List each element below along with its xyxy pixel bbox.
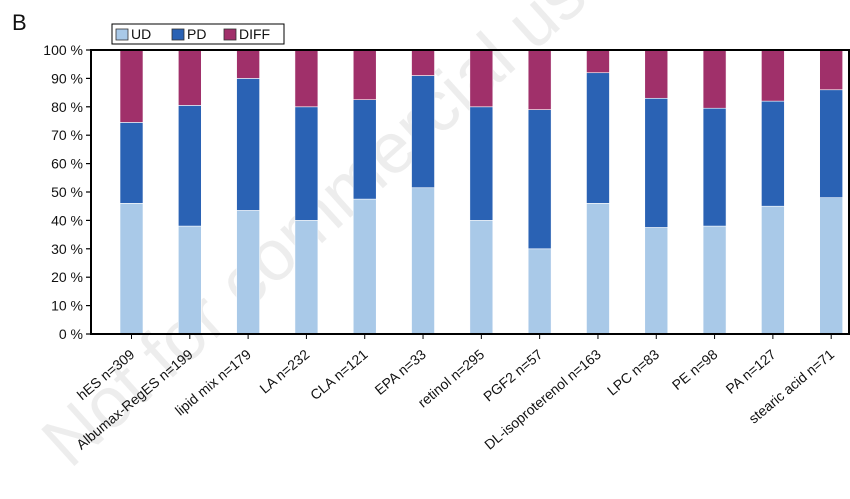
- bar-segment-diff: [178, 49, 202, 106]
- y-tick-label: 50 %: [51, 184, 83, 200]
- y-tick-label: 90 %: [51, 70, 83, 86]
- x-category-label: PE n=98: [669, 346, 721, 393]
- bar-segment-pd: [294, 106, 319, 221]
- y-tick-label: 20 %: [51, 269, 83, 285]
- bar-segment-ud: [119, 203, 144, 335]
- bar-segment-pd: [702, 107, 727, 227]
- x-category-label: CLA n=121: [307, 346, 371, 403]
- bar-segment-diff: [411, 49, 435, 76]
- legend-label-pd: PD: [187, 26, 206, 42]
- y-axis: 0 % 10 % 20 % 30 % 40 % 50 % 60 % 70 % 80 % 90 % 1…: [43, 42, 91, 342]
- bar-segment-ud: [586, 203, 610, 335]
- legend-swatch-diff: [223, 28, 237, 41]
- bar-segment-ud: [469, 220, 494, 335]
- bar-segment-pd: [644, 97, 669, 228]
- bar-segment-pd: [469, 106, 494, 221]
- legend: UD PD DIFF: [111, 23, 285, 45]
- bar-segment-pd: [411, 75, 435, 189]
- y-tick-label: 60 %: [51, 156, 83, 172]
- bar-segment-diff: [644, 49, 669, 99]
- x-category-label: PA n=127: [723, 346, 779, 397]
- bars: [119, 49, 843, 339]
- bar-segment-pd: [761, 100, 785, 207]
- bar-segment-diff: [586, 49, 610, 74]
- bar-segment-pd: [178, 105, 202, 227]
- bar-segment-ud: [411, 187, 435, 335]
- bar-segment-pd: [236, 78, 260, 211]
- bar-segment-diff: [761, 49, 785, 102]
- y-tick-label: 80 %: [51, 99, 83, 115]
- bar-segment-ud: [644, 227, 669, 335]
- bar-segment-diff: [119, 49, 144, 123]
- bar-segment-pd: [819, 89, 843, 198]
- y-tick-label: 10 %: [51, 298, 83, 314]
- bar-segment-ud: [761, 205, 785, 335]
- legend-label-diff: DIFF: [239, 26, 270, 42]
- y-tick-label: 40 %: [51, 212, 83, 228]
- x-category-label: EPA n=33: [371, 346, 429, 398]
- bar-segment-pd: [586, 72, 610, 204]
- bar-segment-ud: [819, 197, 843, 335]
- bar-segment-ud: [702, 225, 727, 335]
- legend-swatch-pd: [171, 28, 185, 41]
- bar-segment-ud: [236, 210, 260, 335]
- bar-segment-ud: [178, 225, 202, 335]
- x-category-label: DL-isoproterenol n=163: [481, 346, 604, 453]
- y-tick-label: 30 %: [51, 241, 83, 257]
- plot-frame: [90, 49, 850, 335]
- legend-swatch-ud: [115, 28, 129, 41]
- y-tick-label: 100 %: [43, 42, 83, 58]
- bar-segment-diff: [236, 49, 260, 79]
- bar-segment-ud: [527, 248, 552, 335]
- bar-segment-ud: [294, 220, 319, 335]
- bar-segment-pd: [119, 122, 144, 204]
- panel-label: B: [12, 10, 27, 35]
- y-tick-label: 70 %: [51, 127, 83, 143]
- legend-label-ud: UD: [131, 26, 151, 42]
- x-category-label: LA n=232: [256, 346, 312, 397]
- x-category-label: LPC n=83: [604, 346, 662, 399]
- bar-segment-diff: [702, 49, 727, 109]
- legend-box: [111, 23, 285, 45]
- bar-segment-ud: [352, 198, 377, 335]
- bar-segment-pd: [527, 109, 552, 250]
- bar-segment-diff: [819, 49, 843, 91]
- bar-segment-diff: [294, 49, 319, 108]
- bar-segment-diff: [527, 49, 552, 110]
- bar-segment-pd: [352, 99, 377, 200]
- bar-segment-diff: [469, 49, 494, 108]
- bar-segment-diff: [352, 49, 377, 101]
- y-tick-label: 0 %: [59, 326, 83, 342]
